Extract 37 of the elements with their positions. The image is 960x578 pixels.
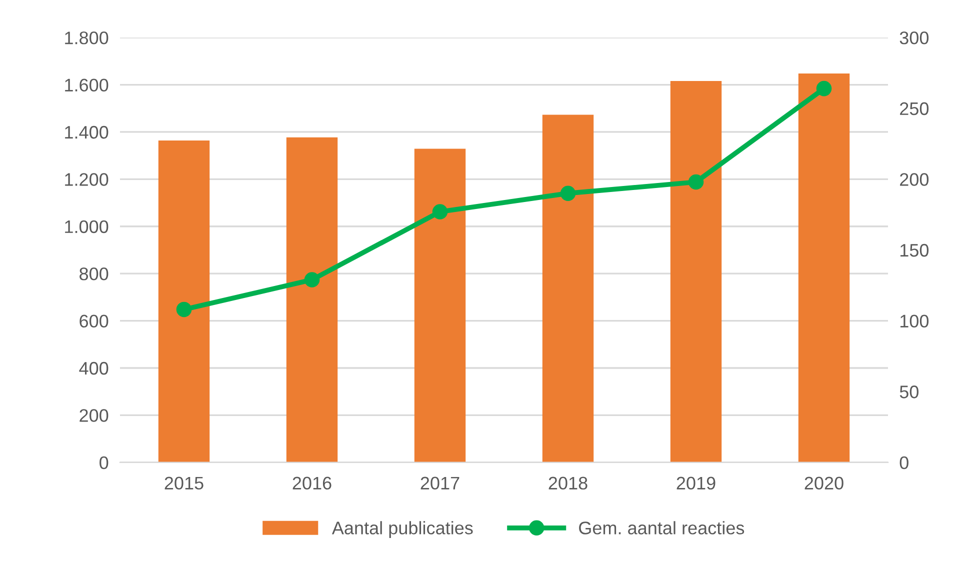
bar [670,80,722,462]
x-tick-label: 2018 [548,476,588,490]
point [816,80,832,96]
y-tick-label: 1.000 [65,220,108,234]
point [560,186,576,201]
x-tick-label: 2016 [292,476,332,490]
legend-label: Aantal publicaties [332,521,473,538]
y2-tick-label: 100 [900,314,929,328]
y2-tick-label: 0 [900,456,908,470]
y-tick-label: 1.200 [65,173,108,186]
legend-label: Gem. aantal reacties [579,521,744,534]
y-tick-label: 400 [79,362,108,375]
y-tick-label: 1.400 [65,126,108,139]
point [176,302,192,318]
bar [158,140,210,462]
y2-tick-label: 300 [900,32,929,44]
point [688,174,704,190]
y-tick-label: 0 [100,456,108,470]
x-tick-label: 2017 [420,476,460,490]
y2-tick-label: 150 [900,244,929,257]
y-tick-label: 1.600 [65,78,108,92]
bar [414,148,466,462]
y2-tick-label: 50 [900,386,918,398]
y-tick-label: 1.800 [65,32,108,44]
y2-tick-label: 200 [900,173,929,186]
y-tick-label: 200 [80,409,108,422]
bar [542,114,594,462]
x-tick-label: 2015 [164,476,204,490]
y-tick-label: 800 [80,268,108,280]
bar [286,137,338,462]
point [432,204,448,220]
x-tick-label: 2019 [676,476,716,490]
y2-tick-label: 250 [900,102,929,116]
y-tick-label: 600 [80,314,108,328]
bar [798,73,850,462]
point [304,272,320,288]
x-tick-label: 2020 [804,476,844,490]
